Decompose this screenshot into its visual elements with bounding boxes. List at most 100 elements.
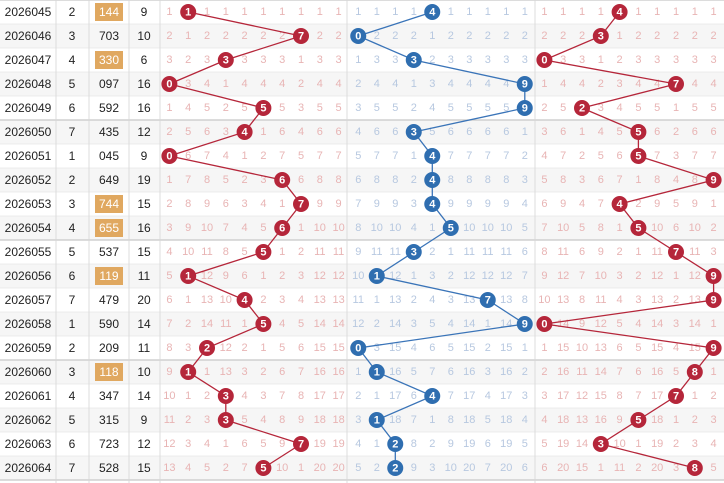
- missing-count: 5: [411, 366, 417, 378]
- ball-circle: [536, 52, 553, 68]
- missing-count: 18: [500, 414, 512, 426]
- missing-count: 10: [371, 222, 383, 234]
- ball-circle: [236, 292, 253, 308]
- missing-count: 3: [185, 78, 191, 90]
- missing-count: 2: [522, 30, 528, 42]
- units-ball: 5: [630, 148, 647, 164]
- missing-count: 2: [204, 30, 210, 42]
- missing-count: 1: [279, 198, 285, 210]
- ball-digit: 9: [711, 343, 717, 355]
- missing-count: 7: [336, 150, 342, 162]
- units-ball: 0: [536, 52, 553, 68]
- ball-digit: 5: [260, 463, 266, 475]
- ball-digit: 1: [185, 7, 191, 19]
- issue-label: 2026061: [5, 389, 52, 403]
- draw-number: 045: [99, 149, 119, 163]
- missing-count: 4: [448, 78, 454, 90]
- ball-digit: 0: [541, 55, 547, 67]
- units-ball: 3: [592, 436, 609, 452]
- missing-count: 3: [485, 54, 491, 66]
- sum-tail-value: 2: [69, 341, 76, 355]
- missing-count: 1: [673, 414, 679, 426]
- hundreds-ball: 1: [180, 4, 197, 20]
- missing-count: 1: [242, 6, 248, 18]
- missing-count: 4: [411, 342, 417, 354]
- missing-count: 3: [260, 174, 266, 186]
- missing-count: 5: [541, 174, 547, 186]
- missing-count: 6: [242, 438, 248, 450]
- missing-count: 8: [522, 294, 528, 306]
- missing-count: 3: [711, 414, 717, 426]
- missing-count: 4: [355, 438, 361, 450]
- hundreds-ball: 6: [274, 172, 291, 188]
- missing-count: 3: [673, 318, 679, 330]
- missing-count: 4: [560, 78, 566, 90]
- missing-count: 8: [185, 198, 191, 210]
- missing-count: 19: [463, 438, 475, 450]
- missing-count: 5: [317, 102, 323, 114]
- issue-label: 2026045: [5, 5, 52, 19]
- missing-count: 14: [389, 318, 401, 330]
- missing-count: 10: [576, 342, 588, 354]
- missing-count: 20: [463, 462, 475, 474]
- missing-count: 6: [355, 174, 361, 186]
- missing-count: 5: [279, 342, 285, 354]
- hundreds-ball: 5: [255, 460, 272, 476]
- units-ball: 9: [705, 268, 722, 284]
- missing-count: 1: [279, 246, 285, 258]
- missing-count: 5: [279, 102, 285, 114]
- missing-count: 2: [166, 30, 172, 42]
- draw-number: 435: [99, 125, 119, 139]
- missing-count: 10: [389, 222, 401, 234]
- ball-digit: 6: [279, 175, 285, 187]
- missing-count: 13: [651, 294, 663, 306]
- missing-count: 3: [711, 246, 717, 258]
- missing-count: 7: [223, 222, 229, 234]
- sum-tail-value: 2: [69, 5, 76, 19]
- hundreds-ball: 5: [255, 100, 272, 116]
- missing-count: 4: [692, 78, 698, 90]
- missing-count: 1: [411, 78, 417, 90]
- missing-count: 3: [298, 270, 304, 282]
- missing-count: 4: [374, 78, 380, 90]
- missing-count: 1: [166, 102, 172, 114]
- issue-label: 2026050: [5, 125, 52, 139]
- missing-count: 1: [355, 54, 361, 66]
- missing-count: 1: [673, 102, 679, 114]
- tens-ball: 3: [405, 52, 422, 68]
- missing-count: 5: [204, 102, 210, 114]
- missing-count: 11: [595, 294, 606, 306]
- missing-count: 9: [166, 366, 172, 378]
- missing-count: 4: [635, 318, 641, 330]
- missing-count: 20: [332, 462, 344, 474]
- ball-circle: [424, 196, 441, 212]
- ball-circle: [516, 100, 533, 116]
- missing-count: 11: [390, 246, 401, 258]
- missing-count: 6: [541, 198, 547, 210]
- missing-count: 18: [314, 414, 326, 426]
- ball-circle: [368, 364, 385, 380]
- number-highlight: [95, 195, 123, 213]
- missing-count: 12: [201, 270, 213, 282]
- ball-circle: [705, 340, 722, 356]
- tens-ball: 7: [479, 292, 496, 308]
- missing-count: 3: [448, 294, 454, 306]
- missing-count: 12: [557, 270, 569, 282]
- span-value: 12: [137, 125, 151, 139]
- row-stripe: [0, 120, 724, 144]
- missing-count: 3: [579, 54, 585, 66]
- missing-count: 5: [598, 150, 604, 162]
- ball-circle: [293, 28, 309, 44]
- missing-count: 13: [314, 294, 326, 306]
- ball-circle: [574, 100, 590, 116]
- missing-count: 3: [336, 54, 342, 66]
- ball-digit: 0: [166, 79, 172, 91]
- missing-count: 15: [557, 342, 569, 354]
- missing-count: 2: [298, 78, 304, 90]
- missing-count: 10: [689, 222, 701, 234]
- missing-count: 1: [448, 6, 454, 18]
- row-stripe: [0, 456, 724, 480]
- missing-count: 10: [500, 222, 512, 234]
- missing-count: 2: [355, 390, 361, 402]
